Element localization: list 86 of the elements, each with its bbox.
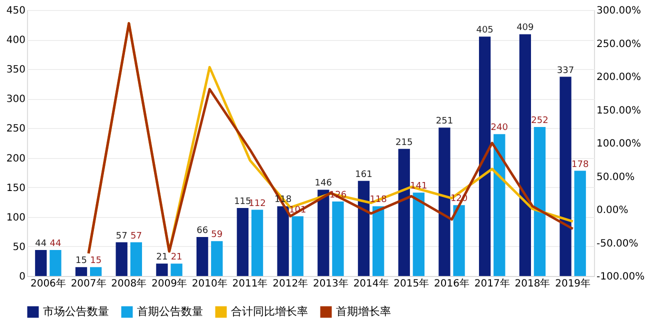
x-tick-label: 2011年 (232, 278, 268, 290)
y-tick-label: 0 (19, 272, 26, 282)
bar (534, 127, 546, 276)
y2-tick-label: 50.00% (596, 172, 635, 183)
data-label: 59 (211, 230, 223, 240)
data-label: 337 (556, 66, 574, 76)
bar (277, 206, 289, 276)
y-tick-label: 50 (12, 242, 26, 253)
legend-label: 首期公告数量 (137, 305, 203, 318)
x-tick-label: 2009年 (152, 278, 187, 290)
data-label: 409 (516, 23, 534, 34)
y-tick-label: 350 (6, 64, 26, 76)
data-label: 44 (35, 238, 47, 249)
bar (75, 267, 88, 276)
data-label: 57 (130, 231, 142, 242)
x-tick-label: 2018年 (514, 278, 550, 290)
bar (372, 206, 384, 276)
bar (574, 170, 586, 276)
data-label: 66 (196, 226, 208, 236)
bar (292, 216, 304, 276)
data-label: 112 (248, 198, 266, 209)
y-tick-label: 400 (6, 35, 26, 46)
y2-tick-label: 200.00% (596, 72, 641, 83)
bar (519, 34, 531, 276)
y2-tick-label: 150.00% (596, 105, 641, 116)
x-tick-label: 2008年 (111, 278, 147, 290)
data-label: 21 (170, 252, 182, 263)
data-label: 240 (490, 123, 508, 134)
bar (494, 134, 506, 276)
y-tick-label: 300 (6, 94, 26, 106)
x-tick-label: 2015年 (394, 278, 430, 290)
bar (560, 76, 572, 276)
data-label: 405 (476, 26, 494, 36)
x-tick-label: 2017年 (474, 278, 510, 290)
y2-tick-label: 0.00% (596, 205, 628, 216)
y2-tick-label: -50.00% (596, 238, 638, 250)
data-label: 21 (156, 252, 168, 263)
legend-label: 首期增长率 (336, 305, 391, 318)
y2-tick-label: 300.00% (596, 6, 641, 16)
bar (130, 242, 142, 276)
data-label: 146 (314, 178, 332, 189)
bar (50, 250, 62, 276)
data-label: 15 (90, 256, 102, 266)
data-label: 57 (116, 231, 128, 242)
y-tick-label: 200 (6, 153, 26, 164)
data-label: 215 (396, 138, 413, 148)
bar (211, 241, 223, 276)
bar (196, 236, 208, 276)
bar (90, 267, 102, 276)
x-tick-label: 2012年 (272, 278, 308, 290)
bar (358, 180, 370, 276)
bar (251, 210, 264, 276)
y2-tick-label: 250.00% (596, 38, 641, 50)
bar (35, 250, 47, 276)
bar (116, 242, 128, 276)
x-tick-label: 2013年 (312, 278, 348, 290)
bar (398, 148, 410, 276)
x-tick-label: 2016年 (434, 278, 470, 290)
data-label: 161 (355, 170, 372, 180)
legend-label: 合计同比增长率 (231, 305, 308, 318)
bar (156, 264, 168, 276)
x-tick-label: 2007年 (70, 278, 106, 290)
bar (332, 202, 344, 276)
y2-tick-label: 100.00% (596, 138, 641, 150)
y-tick-label: 100 (6, 212, 26, 224)
bar (438, 128, 450, 276)
bar (478, 36, 491, 276)
y-tick-label: 150 (6, 182, 26, 194)
data-label: 252 (531, 116, 548, 126)
bar (236, 208, 249, 276)
x-tick-label: 2010年 (192, 278, 228, 290)
bar (318, 190, 330, 276)
data-label: 251 (436, 116, 454, 127)
data-label: 178 (572, 160, 589, 170)
y-tick-label: 250 (6, 124, 26, 135)
bar (170, 264, 182, 276)
legend-label: 市场公告数量 (43, 305, 109, 318)
x-tick-label: 2006年 (30, 278, 66, 290)
bar (412, 192, 425, 276)
data-label: 15 (76, 256, 87, 266)
data-label: 44 (50, 238, 62, 249)
y-tick-label: 450 (6, 6, 26, 16)
x-tick-label: 2014年 (353, 278, 389, 290)
bar (453, 205, 465, 276)
y2-tick-label: -100.00% (596, 272, 645, 282)
x-tick-label: 2019年 (555, 278, 591, 290)
